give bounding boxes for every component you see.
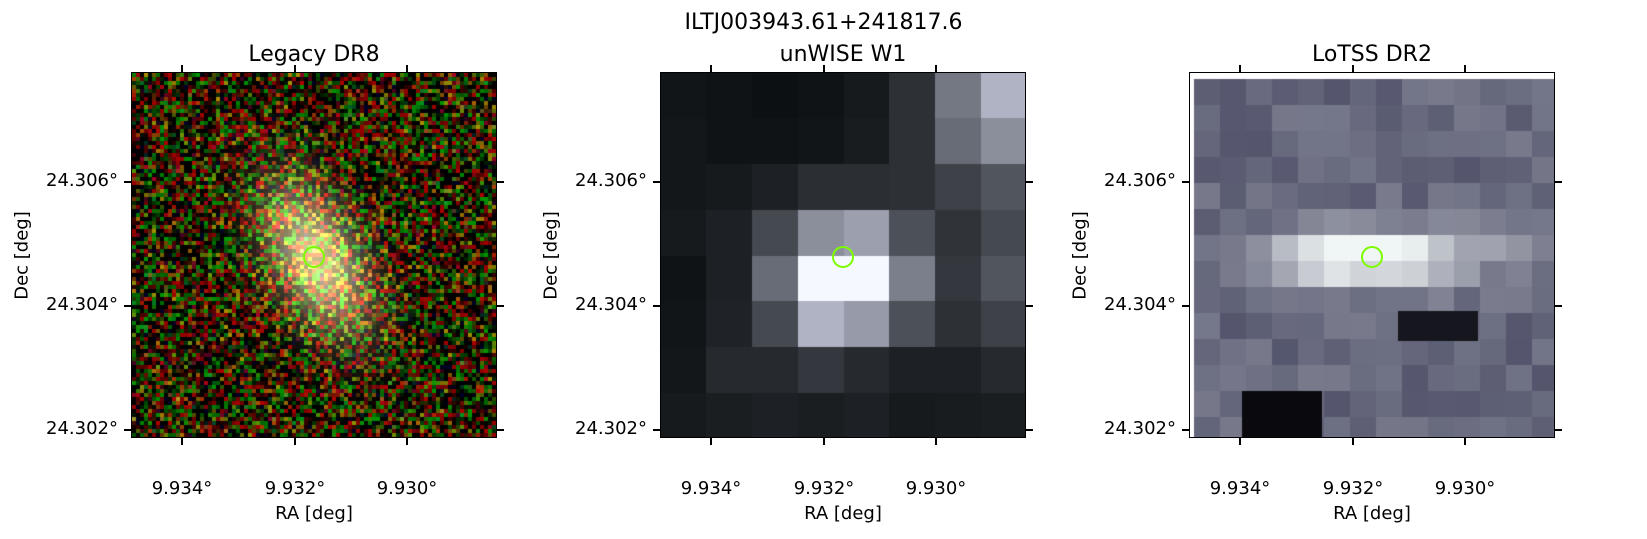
- y-tick-mark: [497, 305, 504, 307]
- image-frame: [131, 72, 497, 438]
- y-tick-mark: [124, 305, 131, 307]
- y-tick-mark: [124, 181, 131, 183]
- image-frame: [1189, 72, 1555, 438]
- y-axis-label: Dec [deg]: [1069, 211, 1091, 300]
- x-tick-mark: [294, 65, 296, 72]
- y-tick-mark: [1026, 305, 1033, 307]
- x-tick-label: 9.934°: [680, 478, 742, 499]
- y-tick-label: 24.306°: [575, 170, 647, 191]
- y-tick-label: 24.304°: [575, 294, 647, 315]
- x-tick-mark: [406, 65, 408, 72]
- y-tick-mark: [1026, 429, 1033, 431]
- y-tick-mark: [653, 429, 660, 431]
- x-tick-mark: [1239, 65, 1241, 72]
- y-tick-mark: [1182, 429, 1189, 431]
- y-tick-label: 24.304°: [46, 294, 118, 315]
- y-tick-label: 24.306°: [46, 170, 118, 191]
- y-tick-mark: [1182, 181, 1189, 183]
- x-tick-mark: [1352, 65, 1354, 72]
- y-tick-mark: [497, 429, 504, 431]
- x-tick-label: 9.932°: [793, 478, 855, 499]
- x-tick-mark: [935, 65, 937, 72]
- x-tick-label: 9.934°: [151, 478, 213, 499]
- x-tick-mark: [935, 438, 937, 445]
- image-frame: [660, 72, 1026, 438]
- y-tick-label: 24.306°: [1104, 170, 1176, 191]
- x-tick-label: 9.930°: [905, 478, 967, 499]
- x-tick-label: 9.932°: [264, 478, 326, 499]
- x-tick-mark: [823, 65, 825, 72]
- x-tick-mark: [181, 65, 183, 72]
- y-tick-mark: [653, 181, 660, 183]
- x-tick-mark: [294, 438, 296, 445]
- panel-title: LoTSS DR2: [1312, 42, 1432, 67]
- panel-title: Legacy DR8: [248, 42, 380, 67]
- x-axis-label: RA [deg]: [1333, 503, 1411, 524]
- y-tick-mark: [1555, 429, 1562, 431]
- y-tick-label: 24.302°: [1104, 418, 1176, 439]
- panel-title: unWISE W1: [779, 42, 907, 67]
- y-tick-mark: [1555, 305, 1562, 307]
- y-tick-label: 24.302°: [46, 418, 118, 439]
- y-tick-label: 24.304°: [1104, 294, 1176, 315]
- x-tick-mark: [181, 438, 183, 445]
- source-marker: [832, 246, 854, 268]
- x-axis-label: RA [deg]: [275, 503, 353, 524]
- source-marker: [303, 246, 325, 268]
- x-tick-mark: [1239, 438, 1241, 445]
- x-tick-mark: [1464, 65, 1466, 72]
- y-tick-mark: [124, 429, 131, 431]
- x-tick-mark: [710, 438, 712, 445]
- x-tick-label: 9.932°: [1322, 478, 1384, 499]
- y-tick-mark: [497, 181, 504, 183]
- x-tick-label: 9.934°: [1209, 478, 1271, 499]
- x-tick-label: 9.930°: [376, 478, 438, 499]
- x-tick-mark: [823, 438, 825, 445]
- x-tick-mark: [406, 438, 408, 445]
- y-tick-mark: [1555, 181, 1562, 183]
- y-tick-mark: [1182, 305, 1189, 307]
- x-axis-label: RA [deg]: [804, 503, 882, 524]
- x-tick-mark: [1464, 438, 1466, 445]
- y-tick-mark: [1026, 181, 1033, 183]
- source-marker: [1361, 246, 1383, 268]
- x-tick-mark: [1352, 438, 1354, 445]
- y-tick-mark: [653, 305, 660, 307]
- x-tick-mark: [710, 65, 712, 72]
- x-tick-label: 9.930°: [1434, 478, 1496, 499]
- figure-title: ILTJ003943.61+241817.6: [684, 10, 963, 35]
- y-tick-label: 24.302°: [575, 418, 647, 439]
